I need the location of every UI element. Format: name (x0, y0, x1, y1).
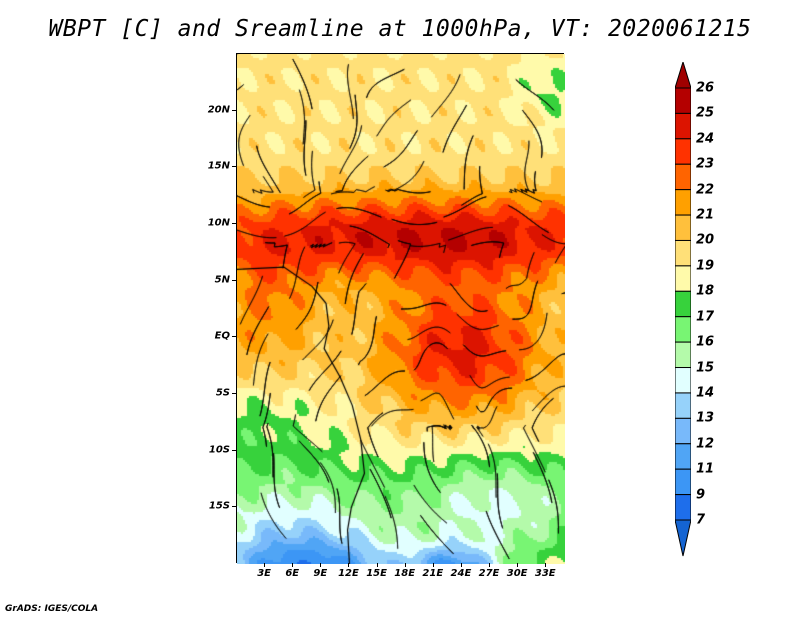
colorbar-label: 25 (696, 105, 715, 121)
colorbar-label: 16 (696, 334, 715, 350)
grads-credit: GrADS: IGES/COLA (5, 604, 99, 614)
colorbar-label: 19 (696, 258, 715, 274)
colorbar-box (675, 87, 691, 114)
colorbar-label: 21 (696, 207, 715, 223)
lat-tick-label: 10S (208, 444, 230, 456)
lat-tick (232, 393, 236, 394)
lon-tick-label: 24E (450, 568, 472, 579)
colorbar-box (675, 290, 691, 318)
lat-tick-label: 10N (207, 217, 230, 229)
lon-tick (264, 563, 266, 567)
colorbar-box (675, 443, 691, 470)
lon-tick (320, 563, 322, 567)
plot-title: WBPT [C] and Sreamline at 1000hPa, VT: 2… (48, 16, 752, 42)
colorbar-label: 9 (696, 487, 706, 503)
colorbar-label: 15 (696, 360, 715, 376)
lon-tick-label: 27E (478, 568, 500, 579)
lat-tick-label: 5N (214, 274, 230, 286)
colorbar-label: 7 (696, 512, 706, 528)
lon-tick (348, 563, 350, 567)
colorbar-label: 13 (696, 410, 715, 426)
lon-tick-label: 33E (534, 568, 556, 579)
colorbar-box (675, 341, 691, 369)
lon-tick-label: 18E (394, 568, 416, 579)
colorbar-label: 26 (696, 80, 715, 96)
lat-tick (232, 223, 236, 224)
colorbar-label: 12 (696, 436, 715, 452)
lat-tick (232, 336, 236, 338)
colorbar-label: 22 (696, 182, 715, 198)
lat-tick-label: 20N (207, 104, 230, 116)
lon-tick-label: 21E (422, 568, 444, 579)
colorbar-max-arrow (675, 62, 691, 89)
colorbar-box (675, 138, 691, 165)
lat-tick-label: 15S (208, 500, 230, 512)
colorbar-box (675, 367, 691, 394)
lon-tick (460, 563, 462, 567)
lon-tick-label: 30E (506, 568, 528, 579)
colorbar-label: 24 (696, 131, 715, 147)
lat-tick-label: 15N (207, 160, 230, 172)
lon-tick (545, 563, 547, 567)
lat-tick (232, 279, 236, 281)
colorbar-label: 17 (696, 309, 715, 325)
lat-tick (232, 166, 236, 168)
lon-tick-label: 3E (257, 568, 272, 579)
colorbar-label: 20 (696, 232, 715, 248)
lat-tick-label: EQ (214, 330, 230, 342)
lon-tick (404, 563, 406, 567)
colorbar-label: 18 (696, 283, 715, 299)
lon-tick-label: 15E (366, 568, 387, 579)
colorbar-box (675, 417, 691, 445)
lat-tick (232, 449, 236, 451)
colorbar-box (675, 189, 691, 216)
lon-tick (517, 563, 519, 567)
lat-tick (232, 109, 236, 111)
lon-tick-label: 6E (285, 568, 300, 579)
map-panel (236, 53, 565, 564)
lon-tick (432, 563, 434, 567)
colorbar-box (675, 265, 691, 292)
lon-tick (376, 563, 378, 567)
lon-tick-label: 9E (313, 568, 328, 579)
colorbar-min-arrow (675, 519, 691, 557)
colorbar-box (675, 468, 691, 496)
lon-tick (292, 563, 294, 567)
colorbar-box (675, 163, 691, 191)
colorbar-box (675, 214, 691, 241)
lon-tick-label: 12E (338, 568, 359, 579)
colorbar (675, 62, 691, 557)
colorbar-box (675, 392, 691, 419)
colorbar-label: 23 (696, 156, 715, 172)
lat-tick (232, 506, 236, 508)
lat-tick-label: 5S (215, 387, 230, 399)
colorbar-box (675, 239, 691, 267)
wbpt-streamline-field (237, 54, 565, 564)
colorbar-box (675, 494, 691, 521)
colorbar-label: 11 (696, 461, 715, 477)
lon-tick (489, 563, 491, 567)
colorbar-box (675, 316, 691, 343)
colorbar-box (675, 112, 691, 140)
colorbar-label: 14 (696, 385, 715, 401)
